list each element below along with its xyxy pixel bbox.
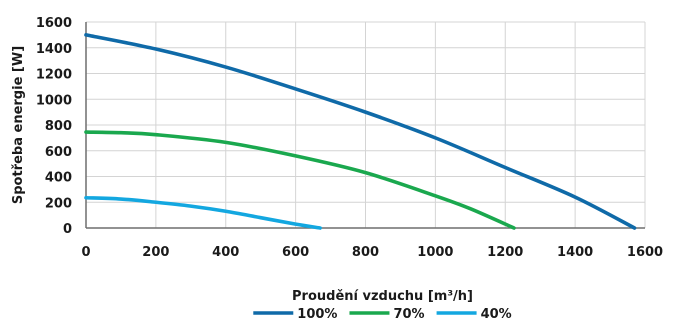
y-tick-labels: 0 200 400 600 800 1000 1200 1400 1600 [36,16,72,237]
y-tick-label: 200 [45,196,72,211]
y-tick-label: 600 [45,145,72,160]
legend: 100% 70% 40% [253,307,512,322]
x-tick-label: 1400 [557,245,593,260]
x-axis-title: Proudění vzduchu [m³/h] [292,289,473,304]
series-line-100pct [84,33,637,230]
x-tick-labels: 0 200 400 600 800 1000 1200 1400 1600 [81,245,663,260]
x-tick-label: 800 [352,245,379,260]
y-tick-label: 0 [63,222,72,237]
x-tick-label: 200 [142,245,169,260]
y-tick-label: 1000 [36,93,72,108]
x-tick-label: 0 [81,245,90,260]
x-tick-label: 1200 [487,245,523,260]
legend-label: 100% [297,307,337,322]
x-tick-label: 400 [212,245,239,260]
legend-label: 40% [481,307,512,322]
y-tick-label: 800 [45,119,72,134]
grid [85,21,646,229]
series-line-70pct [84,130,516,230]
axes [85,22,645,229]
y-tick-label: 400 [45,171,72,186]
series-lines [84,33,637,230]
y-tick-label: 1200 [36,68,72,83]
x-tick-label: 600 [282,245,309,260]
x-tick-label: 1600 [627,245,663,260]
y-tick-label: 1600 [36,16,72,31]
legend-label: 70% [393,307,424,322]
series-line-40pct [84,195,322,230]
y-tick-label: 1400 [36,42,72,57]
x-tick-label: 1000 [417,245,453,260]
y-axis-title: Spotřeba energie [W] [11,46,26,204]
